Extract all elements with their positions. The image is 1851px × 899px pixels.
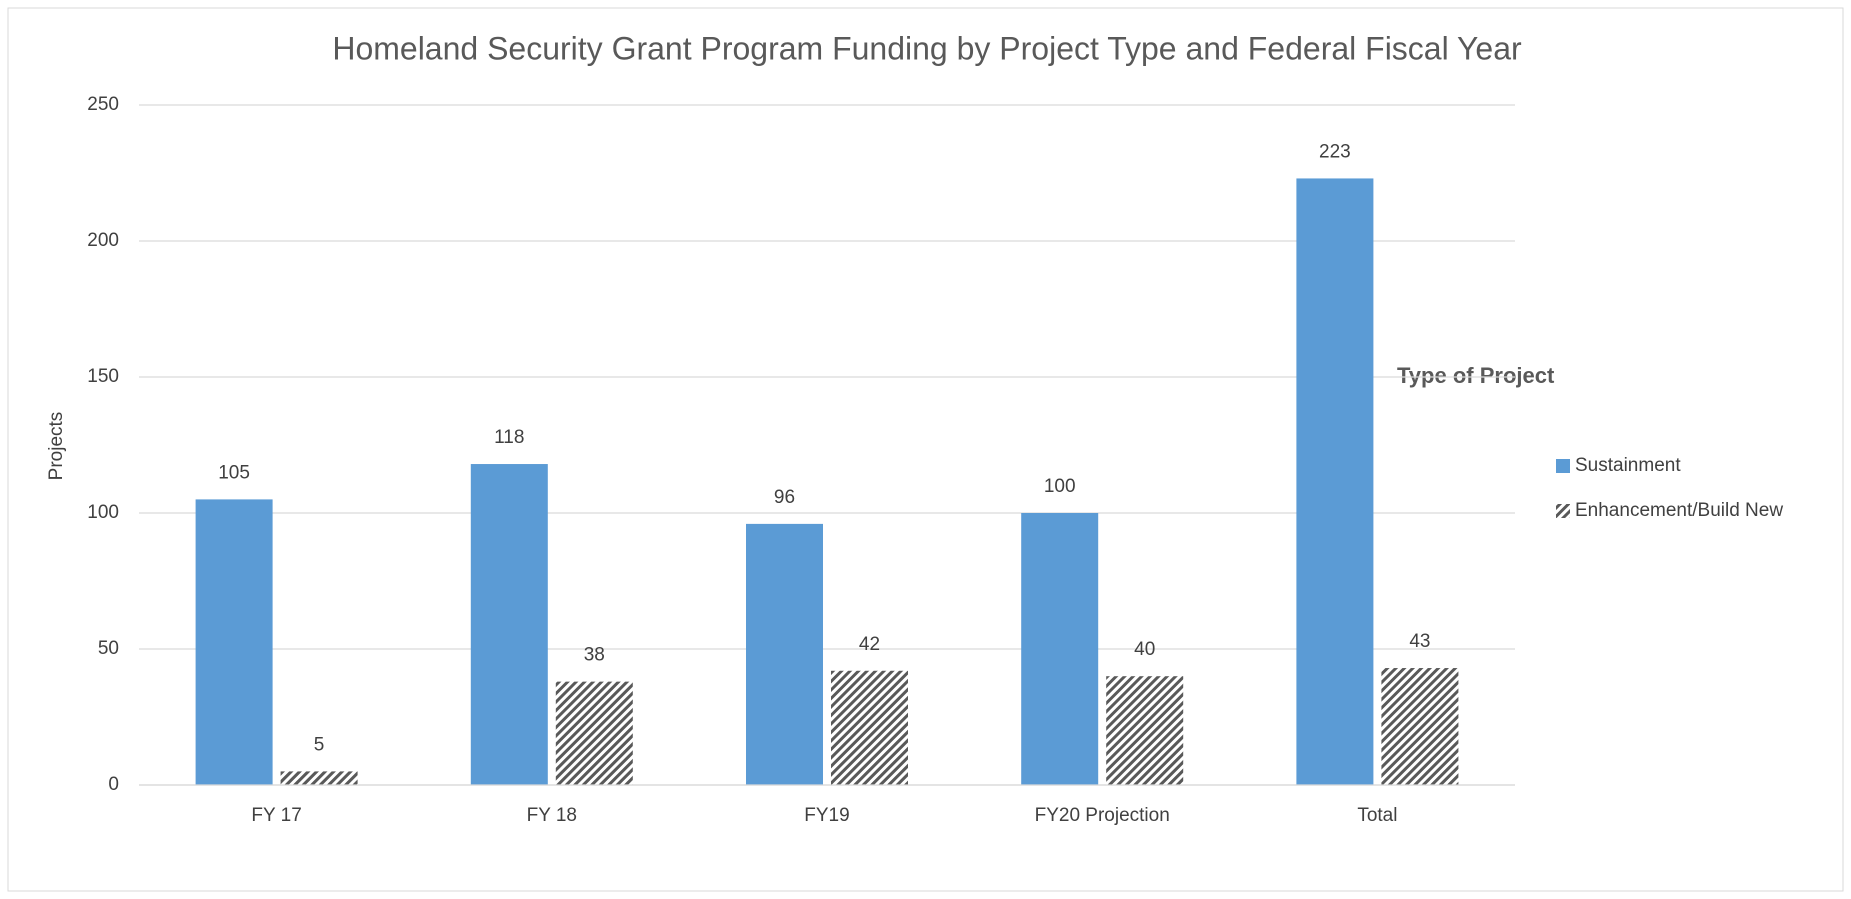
x-tick-label: Total xyxy=(1357,805,1397,826)
legend-label: Enhancement/Build New xyxy=(1575,500,1783,521)
legend-label: Sustainment xyxy=(1575,455,1681,476)
y-tick-label: 50 xyxy=(98,638,119,659)
y-tick-label: 100 xyxy=(87,502,119,523)
bar xyxy=(1381,668,1459,785)
data-label: 5 xyxy=(314,734,325,755)
y-tick-label: 150 xyxy=(87,366,119,387)
data-label: 42 xyxy=(859,634,880,655)
bar xyxy=(1021,513,1099,785)
data-label: 105 xyxy=(218,462,250,483)
bar xyxy=(1296,178,1374,785)
data-label: 40 xyxy=(1134,639,1155,660)
data-label: 43 xyxy=(1409,631,1430,652)
x-tick-label: FY 18 xyxy=(527,805,577,826)
x-tick-label: FY20 Projection xyxy=(1035,805,1170,826)
x-tick-label: FY19 xyxy=(804,805,849,826)
data-label: 38 xyxy=(584,645,605,666)
data-label: 100 xyxy=(1044,476,1076,497)
legend-title: Type of Project xyxy=(1397,363,1555,388)
data-label: 223 xyxy=(1319,141,1351,162)
chart-title: Homeland Security Grant Program Funding … xyxy=(332,30,1522,66)
bar xyxy=(195,499,273,785)
bar xyxy=(555,681,633,785)
x-tick-label: FY 17 xyxy=(251,805,301,826)
legend-swatch xyxy=(1556,504,1570,518)
y-tick-label: 0 xyxy=(108,774,119,795)
chart-border xyxy=(7,7,1844,892)
bar xyxy=(470,464,548,785)
y-axis-label: Projects xyxy=(46,412,67,481)
bar xyxy=(746,523,823,785)
data-label: 118 xyxy=(494,427,524,448)
bar xyxy=(1106,676,1184,785)
bar xyxy=(831,670,908,785)
bar xyxy=(280,771,358,785)
legend-swatch xyxy=(1556,459,1570,473)
y-tick-label: 200 xyxy=(87,230,119,251)
y-tick-label: 250 xyxy=(87,94,119,115)
data-label: 96 xyxy=(774,487,795,508)
